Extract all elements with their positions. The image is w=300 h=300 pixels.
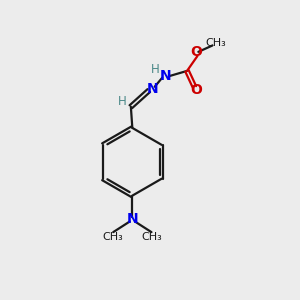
Text: O: O [190, 83, 202, 97]
Text: N: N [159, 69, 171, 83]
Text: N: N [127, 212, 138, 226]
Text: O: O [191, 45, 203, 59]
Text: CH₃: CH₃ [205, 38, 226, 47]
Text: CH₃: CH₃ [142, 232, 162, 242]
Text: N: N [147, 82, 159, 96]
Text: H: H [152, 63, 160, 76]
Text: H: H [118, 95, 126, 108]
Text: CH₃: CH₃ [102, 232, 123, 242]
